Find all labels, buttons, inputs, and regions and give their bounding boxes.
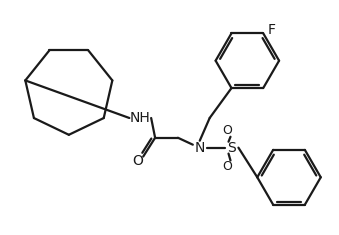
Text: S: S [227, 141, 236, 155]
Text: NH: NH [130, 111, 151, 125]
Text: O: O [223, 124, 233, 137]
Text: O: O [132, 154, 143, 168]
Text: F: F [267, 23, 275, 37]
Text: N: N [195, 141, 205, 155]
Text: O: O [223, 160, 233, 173]
